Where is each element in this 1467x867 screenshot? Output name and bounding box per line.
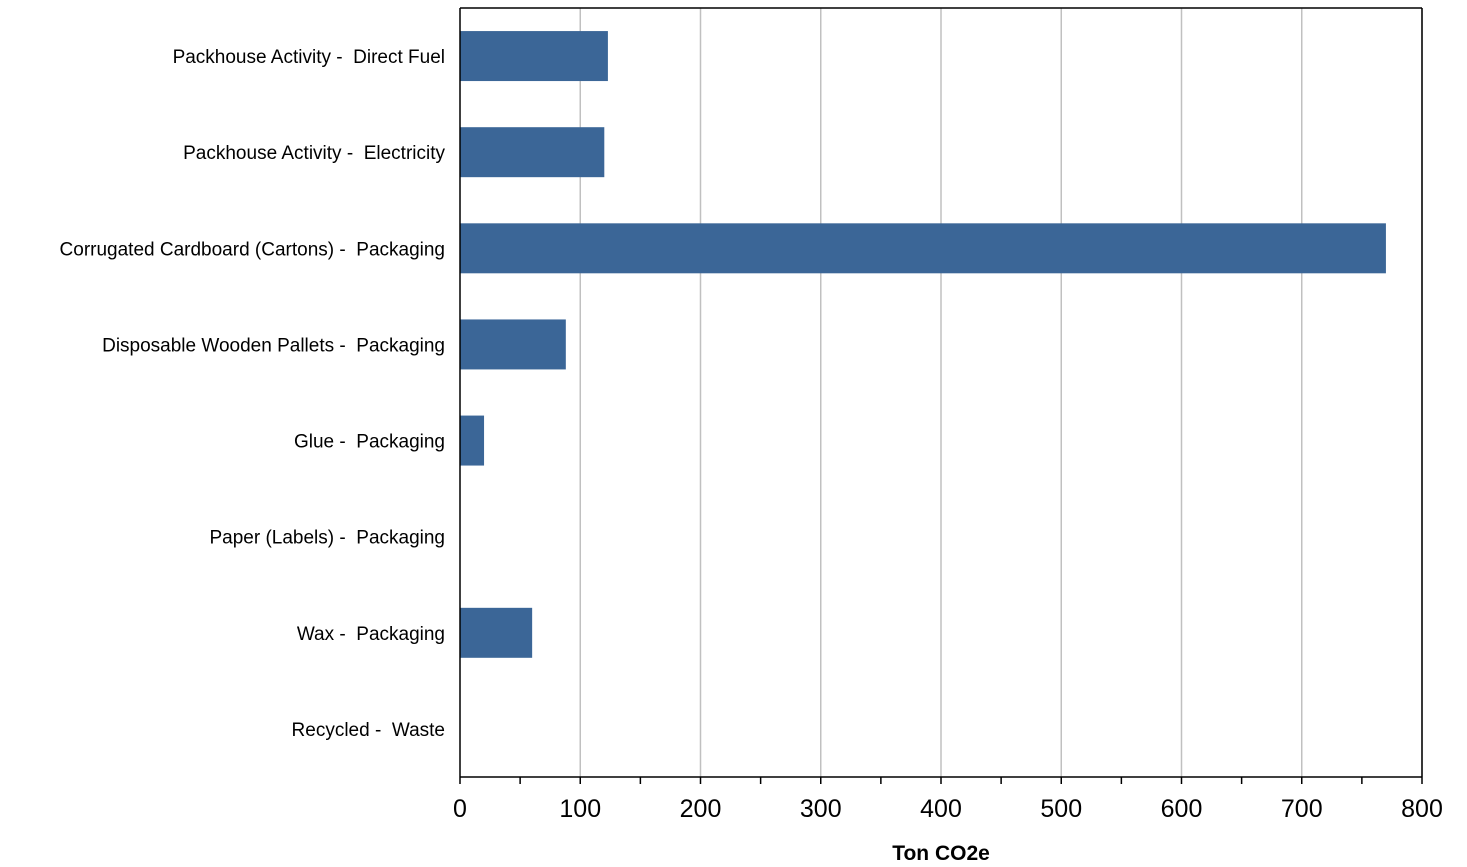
category-label-3: Disposable Wooden Pallets - Packaging	[102, 335, 445, 356]
gridlines	[579, 8, 1423, 777]
category-label-6: Wax - Packaging	[297, 624, 445, 645]
category-label-7: Recycled - Waste	[292, 720, 445, 741]
bar-3	[460, 319, 566, 370]
x-tick-label-200: 200	[680, 795, 722, 823]
x-tick-label-0: 0	[453, 795, 467, 823]
x-tick-label-800: 800	[1401, 795, 1443, 823]
x-tick-label-100: 100	[559, 795, 601, 823]
x-tick-label-600: 600	[1161, 795, 1203, 823]
category-label-2: Corrugated Cardboard (Cartons) - Packagi…	[60, 239, 445, 260]
bar-4	[460, 415, 485, 466]
bar-0	[460, 31, 608, 82]
x-tick-label-500: 500	[1040, 795, 1082, 823]
category-label-1: Packhouse Activity - Electricity	[183, 143, 445, 164]
bars	[460, 31, 1386, 658]
x-tick-label-400: 400	[920, 795, 962, 823]
x-ticks	[459, 777, 1423, 784]
category-labels: Packhouse Activity - Direct Fuel Packhous…	[60, 47, 446, 741]
x-tick-labels: 0 100 200 300 400 500 600 700 800	[453, 795, 1443, 823]
bar-1	[460, 127, 605, 178]
category-label-4: Glue - Packaging	[294, 432, 445, 453]
bar-6	[460, 607, 533, 658]
x-axis-title: Ton CO2e	[892, 842, 990, 865]
x-tick-label-300: 300	[800, 795, 842, 823]
x-tick-label-700: 700	[1281, 795, 1323, 823]
category-label-0: Packhouse Activity - Direct Fuel	[173, 47, 445, 68]
category-label-5: Paper (Labels) - Packaging	[209, 528, 445, 549]
bar-2	[460, 223, 1386, 274]
